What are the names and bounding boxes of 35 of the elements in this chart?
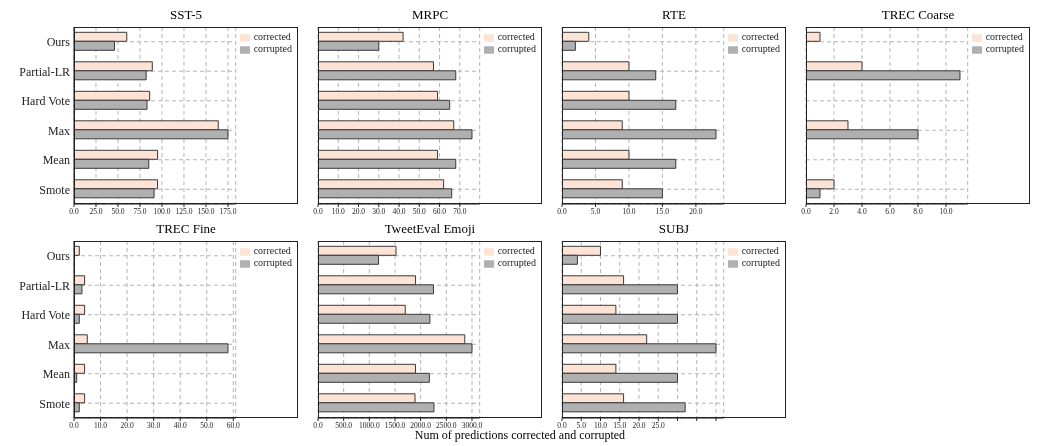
y-tick-label: Hard Vote xyxy=(21,94,70,109)
legend-label: corrected xyxy=(497,245,535,256)
legend-label: corrected xyxy=(741,31,779,42)
legend-label: corrupted xyxy=(253,257,292,268)
y-tick-label: Smote xyxy=(39,182,70,197)
y-tick-label: Partial-LR xyxy=(19,64,70,79)
legend-label: corrected xyxy=(253,245,291,256)
legend-label: corrupted xyxy=(497,43,536,54)
chart-title: RTE xyxy=(661,7,687,23)
legend-label: corrected xyxy=(253,31,291,42)
legend-label: corrupted xyxy=(741,257,780,268)
y-tick-label: Partial-LR xyxy=(19,278,70,293)
legend-label: corrupted xyxy=(253,43,292,54)
chart-title: SUBJ xyxy=(657,221,691,237)
y-tick-label: Smote xyxy=(39,396,70,411)
y-tick-label: Mean xyxy=(42,367,70,382)
legend-label: corrected xyxy=(497,31,535,42)
y-tick-label: Ours xyxy=(46,35,71,50)
legend-label: corrupted xyxy=(741,43,780,54)
y-tick-label: Mean xyxy=(42,153,70,168)
x-axis-title: Num of predictions corrected and corrupted xyxy=(414,428,626,442)
y-tick-label: Hard Vote xyxy=(21,308,70,323)
chart-title: TREC Coarse xyxy=(880,7,956,23)
chart-title: TweetEval Emoji xyxy=(383,221,477,237)
chart-title: SST-5 xyxy=(168,7,203,23)
chart-title: TREC Fine xyxy=(155,221,217,237)
legend-label: corrected xyxy=(985,31,1023,42)
legend-label: corrupted xyxy=(985,43,1024,54)
y-tick-label: Max xyxy=(48,123,70,138)
bar xyxy=(806,31,821,42)
legend-label: corrected xyxy=(741,245,779,256)
legend-label: corrupted xyxy=(497,257,536,268)
y-tick-label: Ours xyxy=(46,249,71,264)
chart-title: MRPC xyxy=(410,7,450,23)
y-tick-label: Max xyxy=(48,337,70,352)
